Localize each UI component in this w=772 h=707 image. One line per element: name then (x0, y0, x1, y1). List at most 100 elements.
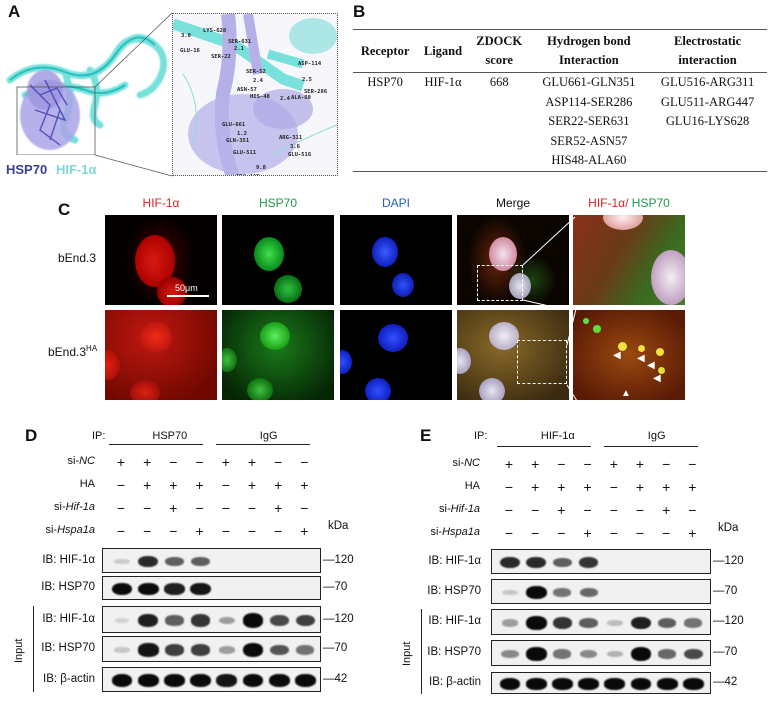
arrowhead-icon: ◀ (637, 353, 645, 364)
minus-sign: − (609, 525, 618, 541)
plus-sign: + (300, 523, 309, 539)
minus-sign: − (169, 454, 178, 470)
protein-band (658, 649, 677, 659)
table-cell (417, 112, 469, 132)
protein-band (683, 648, 703, 660)
protein-band (165, 615, 184, 626)
protein-band (499, 678, 521, 690)
plus-sign: + (557, 502, 566, 518)
minus-sign: − (221, 477, 230, 493)
table-cell (353, 151, 418, 172)
protein-band (242, 643, 264, 657)
plus-sign: + (635, 479, 645, 495)
scale-bar (167, 295, 209, 297)
protein-band (164, 644, 185, 656)
ip-group-underline (497, 446, 592, 448)
minus-sign: − (116, 477, 126, 493)
protein-band (682, 678, 704, 690)
minus-sign: − (557, 525, 566, 541)
protein-band (553, 557, 572, 568)
image-bend3-hsp70 (222, 215, 334, 305)
col-header-zoom: HIF-1α/ HSP70 (588, 196, 670, 210)
blot-strip (491, 549, 711, 574)
condition-label: si-NC (452, 457, 481, 469)
minus-sign: − (169, 523, 178, 539)
image-bend3ha-merge (457, 310, 569, 400)
table-cell: HIF-1α (424, 75, 462, 89)
header-receptor: Receptor (353, 29, 418, 73)
zoom-region-box (477, 265, 523, 301)
blot-label: IB: HIF-1α (42, 553, 95, 566)
col-header-merge: Merge (495, 196, 530, 210)
image-bend3ha-dapi (340, 310, 452, 400)
molecular-weight-marker: —42 (713, 676, 738, 688)
residue-label: SER-52 (246, 69, 266, 75)
ip-group-label: IgG (647, 430, 666, 442)
scale-bar-label: 50μm (175, 283, 198, 293)
protein-band (553, 588, 572, 597)
table-cell (417, 151, 469, 172)
table-cell: ASP114-SER286 (545, 94, 633, 109)
residue-label: 2.1 (234, 46, 244, 52)
molecular-weight-marker: —70 (713, 584, 738, 597)
plus-sign: + (662, 502, 671, 518)
panel-c-letter: C (58, 200, 71, 219)
plus-sign: + (688, 525, 697, 541)
protein-band (114, 558, 130, 565)
table-cell: SER52-ASN57 (550, 133, 628, 148)
plus-sign: + (143, 477, 152, 493)
panel-a-letter: A (8, 2, 21, 21)
protein-band (294, 673, 316, 688)
table-header-row: Receptor Ligand ZDOCK score Hydrogen bond… (353, 29, 767, 73)
protein-band (501, 649, 519, 659)
residue-label: ASP-114 (298, 61, 322, 67)
protein-band (114, 647, 130, 653)
condition-label: si-Hspa1a (45, 524, 95, 536)
protein-band (630, 678, 652, 690)
protein-band (190, 614, 211, 627)
zoom-region-box (517, 340, 567, 384)
legend-hif1a: HIF-1α (56, 162, 97, 177)
blot-strip (102, 636, 321, 662)
table-cell (469, 93, 530, 113)
minus-sign: − (116, 500, 126, 516)
plus-sign: + (143, 454, 152, 470)
blot-label: IB: HSP70 (41, 642, 95, 654)
protein-band (502, 589, 518, 596)
plus-sign: + (274, 500, 283, 516)
protein-band (218, 616, 236, 625)
minus-sign: − (583, 502, 592, 518)
blot-label: IB: HIF-1α (428, 554, 481, 567)
minus-sign: − (662, 456, 671, 472)
header-ligand: Ligand (417, 29, 469, 73)
plus-sign: + (557, 479, 566, 495)
minus-sign: − (247, 500, 257, 516)
blot-strip (491, 609, 711, 635)
plus-sign: + (531, 479, 540, 495)
protein-band (269, 644, 289, 656)
condition-label: si-NC (67, 455, 96, 467)
plus-sign: + (195, 477, 204, 493)
table-cell (353, 93, 417, 113)
protein-band (579, 587, 598, 598)
minus-sign: − (583, 456, 592, 472)
table-cell: 668 (489, 75, 509, 89)
table-cell (648, 132, 767, 152)
arrowhead-icon: ▲ (621, 388, 631, 399)
minus-sign: − (504, 525, 514, 541)
molecular-weight-marker: —120 (323, 612, 354, 625)
protein-band (190, 582, 211, 596)
molecular-weight-marker: —120 (713, 554, 744, 567)
plus-sign: + (169, 477, 178, 493)
protein-band (580, 649, 598, 659)
plus-sign: + (221, 454, 230, 470)
residue-label: 3.6 (290, 144, 300, 150)
row-label-bend3-ha: bEnd.3HA (48, 344, 98, 359)
protein-band (164, 583, 185, 595)
protein-band (525, 585, 547, 600)
panel-d-letter: D (25, 426, 38, 445)
table-cell (469, 112, 530, 132)
table-cell: HIS48-ALA60 (529, 151, 649, 172)
molecular-weight-marker: —70 (323, 642, 348, 654)
minus-sign: − (609, 502, 618, 518)
